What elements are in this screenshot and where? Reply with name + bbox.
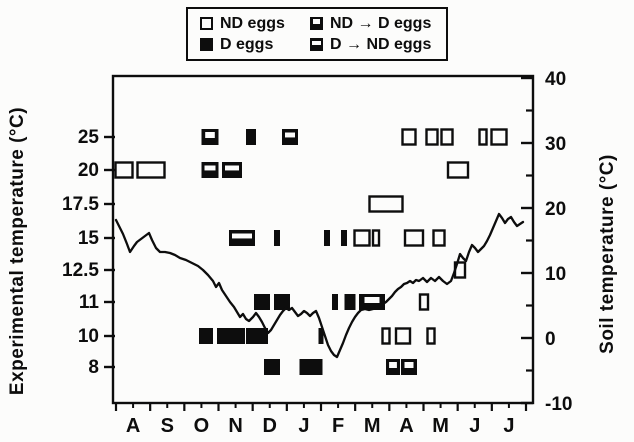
egg-symbol-d — [246, 129, 256, 145]
egg-symbol-ndd-inner — [404, 362, 414, 368]
egg-symbol-nd — [401, 128, 417, 146]
legend-label: D → ND eggs — [330, 35, 432, 53]
left-axis-tick-label: 20 — [78, 160, 99, 181]
month-label: J — [503, 415, 514, 437]
legend-item-nd-eggs: ND eggs — [200, 15, 310, 33]
right-axis-tick-label: -10 — [545, 394, 572, 415]
legend-box: ND eggs ND → D eggs D eggs D → ND eggs — [186, 7, 448, 61]
egg-symbol-nd — [114, 161, 134, 179]
right-axis-tick-label: 10 — [545, 264, 566, 285]
egg-symbol-dnd-inner — [225, 165, 239, 171]
left-axis-tick-label: 8 — [88, 357, 99, 378]
legend-item-dnd-eggs: D → ND eggs — [310, 36, 446, 54]
egg-symbol-nd — [440, 128, 454, 146]
egg-symbol-d — [344, 294, 356, 310]
month-label: A — [126, 415, 140, 437]
left-axis-tick-label: 12.5 — [62, 260, 99, 281]
right-axis-tick-label: 30 — [545, 134, 566, 155]
egg-symbol-nd — [446, 161, 470, 179]
legend-label: ND eggs — [220, 14, 285, 32]
egg-symbol-d — [254, 294, 270, 310]
egg-symbol-d — [341, 230, 347, 246]
egg-symbol-nd — [418, 293, 430, 311]
egg-symbol-dnd-inner — [232, 233, 252, 239]
egg-symbol-nd — [394, 327, 412, 345]
right-axis-tick-label: 20 — [545, 199, 566, 220]
left-axis-title: Experimental temperature (°C) — [7, 106, 28, 396]
egg-symbol-d — [299, 359, 323, 375]
month-label: M — [432, 415, 449, 437]
egg-symbol-nd — [478, 128, 488, 146]
egg-symbol-nd — [426, 327, 436, 345]
egg-symbol-nd — [425, 128, 439, 146]
left-axis-tick-label: 15 — [78, 228, 100, 249]
egg-symbol-nd — [432, 229, 446, 247]
egg-symbol-nd — [381, 327, 391, 345]
legend-item-d-eggs: D eggs — [200, 36, 310, 54]
egg-symbol-ndd-inner — [389, 362, 397, 368]
egg-symbol-d — [324, 230, 330, 246]
month-label: J — [298, 415, 309, 437]
egg-symbol-nd — [403, 229, 425, 247]
plot-frame — [111, 74, 535, 405]
egg-symbol-d — [274, 230, 280, 246]
legend-label: ND → D eggs — [330, 14, 432, 32]
egg-symbol-d — [332, 294, 338, 310]
legend-item-ndd-eggs: ND → D eggs — [310, 15, 446, 33]
left-axis-tick-label: 25 — [78, 127, 100, 148]
egg-symbol-d — [199, 328, 213, 344]
egg-symbol-d — [318, 328, 324, 344]
right-axis-tick-label: 0 — [545, 329, 556, 350]
d-eggs-symbol-icon — [200, 38, 213, 51]
month-label: O — [194, 415, 210, 437]
month-label: M — [364, 415, 381, 437]
egg-symbol-nd — [136, 161, 166, 179]
egg-symbol-ndd-inner — [364, 297, 380, 303]
egg-symbol-d — [264, 359, 280, 375]
egg-symbol-ndd-inner — [205, 132, 215, 138]
nd-eggs-symbol-icon — [200, 17, 213, 30]
month-label: F — [332, 415, 344, 437]
soil-temperature-curve — [114, 212, 525, 359]
legend-label: D eggs — [220, 35, 274, 53]
nd-to-d-eggs-symbol-icon — [310, 17, 323, 30]
egg-symbol-nd — [490, 128, 508, 146]
egg-symbol-dnd-inner — [204, 165, 216, 171]
month-label: N — [228, 415, 242, 437]
month-label: D — [263, 415, 277, 437]
egg-symbol-nd — [371, 229, 381, 247]
egg-symbol-d — [217, 328, 245, 344]
left-axis-tick-label: 17.5 — [62, 194, 99, 215]
month-label: J — [469, 415, 480, 437]
egg-symbol-d — [274, 294, 290, 310]
egg-symbol-d — [246, 328, 268, 344]
left-axis-tick-label: 10 — [78, 326, 99, 347]
right-axis-tick-label: 40 — [545, 69, 566, 90]
month-label: A — [399, 415, 413, 437]
egg-symbol-nd — [368, 195, 404, 213]
month-label: S — [161, 415, 174, 437]
d-to-nd-eggs-symbol-icon — [310, 38, 323, 51]
left-axis-tick-label: 11 — [79, 292, 100, 313]
egg-symbol-dnd-inner — [285, 132, 295, 138]
right-axis-title: Soil temperature (°C) — [597, 154, 618, 354]
egg-symbol-nd — [353, 229, 371, 247]
